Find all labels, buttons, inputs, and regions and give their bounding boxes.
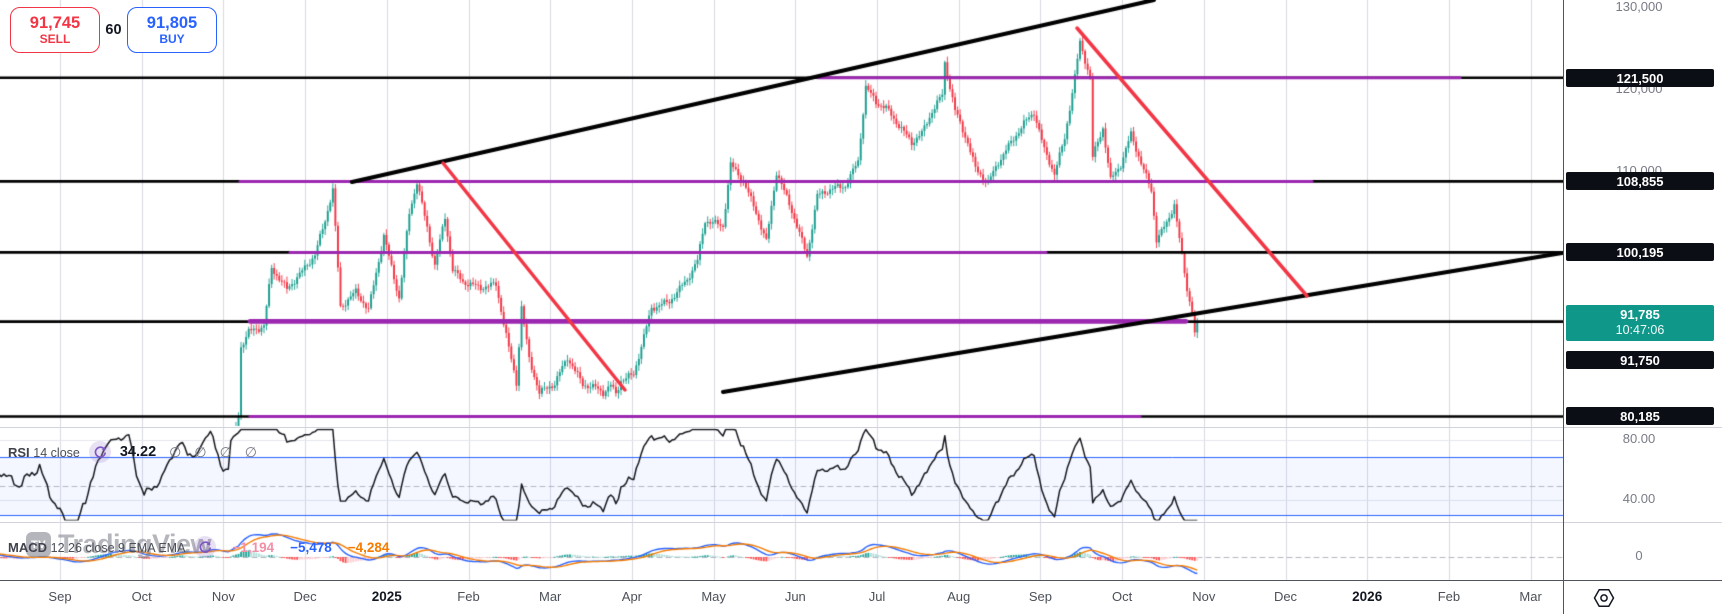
pane-separator-rsi[interactable] — [0, 427, 1722, 428]
macd-refresh-icon[interactable] — [194, 536, 217, 558]
sell-button[interactable]: 91,745 SELL — [10, 7, 100, 53]
price-level-badge: 121,500 — [1566, 69, 1714, 87]
refresh-arrows-icon — [94, 446, 106, 458]
time-axis-label: Oct — [1111, 589, 1133, 604]
tradingview-watermark: TV TradingView — [26, 529, 212, 560]
rsi-refresh-icon[interactable] — [88, 441, 111, 463]
time-axis-label: 2025 — [371, 589, 402, 604]
time-axis-label: Dec — [1273, 589, 1298, 604]
price-level-badge: 108,855 — [1566, 172, 1714, 190]
time-axis-label: Mar — [1519, 589, 1542, 604]
time-axis-label: Aug — [947, 589, 971, 604]
price-scale[interactable]: 130,000 120,000 110,000 80.00 40.00 0 121,500 1… — [1564, 0, 1722, 580]
time-scale[interactable]: Sep Oct Nov Dec 2025 Feb Mar Apr May Jun Jul Aug Sep… — [0, 581, 1722, 614]
time-axis-label: Nov — [211, 589, 235, 604]
buy-price: 91,805 — [146, 13, 198, 32]
rsi-empty-symbol: ∅ — [244, 443, 257, 460]
order-panel: 91,745 SELL 60 91,805 BUY — [10, 7, 217, 53]
last-price: 91,785 — [1620, 307, 1660, 322]
time-axis-label: May — [701, 589, 726, 604]
macd-status-line[interactable]: MACD 12 26 close 9 EMA EMA −1,194 −5,478… — [8, 536, 389, 558]
rsi-value: 34.22 — [119, 444, 157, 460]
chart-canvas[interactable] — [0, 0, 1563, 580]
rsi-title: RSI 14 close — [8, 444, 80, 460]
scale-settings-icon[interactable] — [1592, 586, 1616, 610]
time-axis-label: Apr — [621, 589, 643, 604]
time-axis-border — [0, 580, 1722, 581]
macd-signal-value: −4,284 — [347, 539, 390, 555]
time-axis-label: Feb — [457, 589, 480, 604]
price-level-badge: 91,750 — [1566, 351, 1714, 369]
tradingview-logo-icon: TV — [26, 532, 51, 557]
rsi-empty-symbol: ∅ — [169, 443, 182, 460]
rsi-axis-label: 80.00 — [1622, 431, 1656, 446]
time-axis-label: 2026 — [1352, 589, 1383, 604]
sell-label: SELL — [39, 31, 71, 46]
price-level-badge: 100,195 — [1566, 243, 1714, 261]
rsi-empty-symbol: ∅ — [219, 443, 232, 460]
macd-title: MACD 12 26 close 9 EMA EMA — [8, 539, 186, 555]
time-axis-label: Jun — [784, 589, 806, 604]
rsi-axis-label: 40.00 — [1622, 491, 1656, 506]
last-price-badge: 91,785 10:47:06 — [1566, 305, 1714, 341]
rsi-status-line[interactable]: RSI 14 close 34.22 ∅ ∅ ∅ ∅ — [8, 441, 257, 463]
price-axis-border — [1563, 0, 1564, 614]
refresh-arrows-icon — [200, 541, 212, 553]
time-axis-label: Jul — [868, 589, 886, 604]
buy-label: BUY — [159, 31, 185, 46]
time-axis-label: Oct — [131, 589, 152, 604]
macd-line-value: −5,478 — [290, 539, 332, 555]
rsi-empty-values: ∅ ∅ ∅ ∅ — [169, 444, 257, 461]
rsi-empty-symbol: ∅ — [194, 443, 207, 460]
price-axis-label: 130,000 — [1615, 0, 1663, 14]
time-axis-label: Sep — [48, 589, 72, 604]
time-axis-label: Nov — [1192, 589, 1216, 604]
macd-params: 12 26 close 9 EMA EMA — [50, 540, 186, 555]
spread-value: 60 — [105, 22, 122, 38]
time-axis-label: Sep — [1028, 589, 1052, 604]
pane-separator-macd[interactable] — [0, 522, 1722, 523]
buy-button[interactable]: 91,805 BUY — [127, 7, 217, 53]
time-axis-label: Mar — [538, 589, 562, 604]
price-level-badge: 80,185 — [1566, 407, 1714, 425]
tradingview-wordmark: TradingView — [58, 529, 212, 559]
macd-hist-value: −1,194 — [232, 539, 275, 555]
rsi-params: 14 close — [33, 445, 80, 460]
bar-countdown: 10:47:06 — [1615, 323, 1665, 338]
time-axis-label: Dec — [293, 589, 317, 604]
sell-price: 91,745 — [29, 13, 81, 32]
macd-axis-label: 0 — [1635, 548, 1643, 563]
time-axis-label: Feb — [1437, 589, 1461, 604]
